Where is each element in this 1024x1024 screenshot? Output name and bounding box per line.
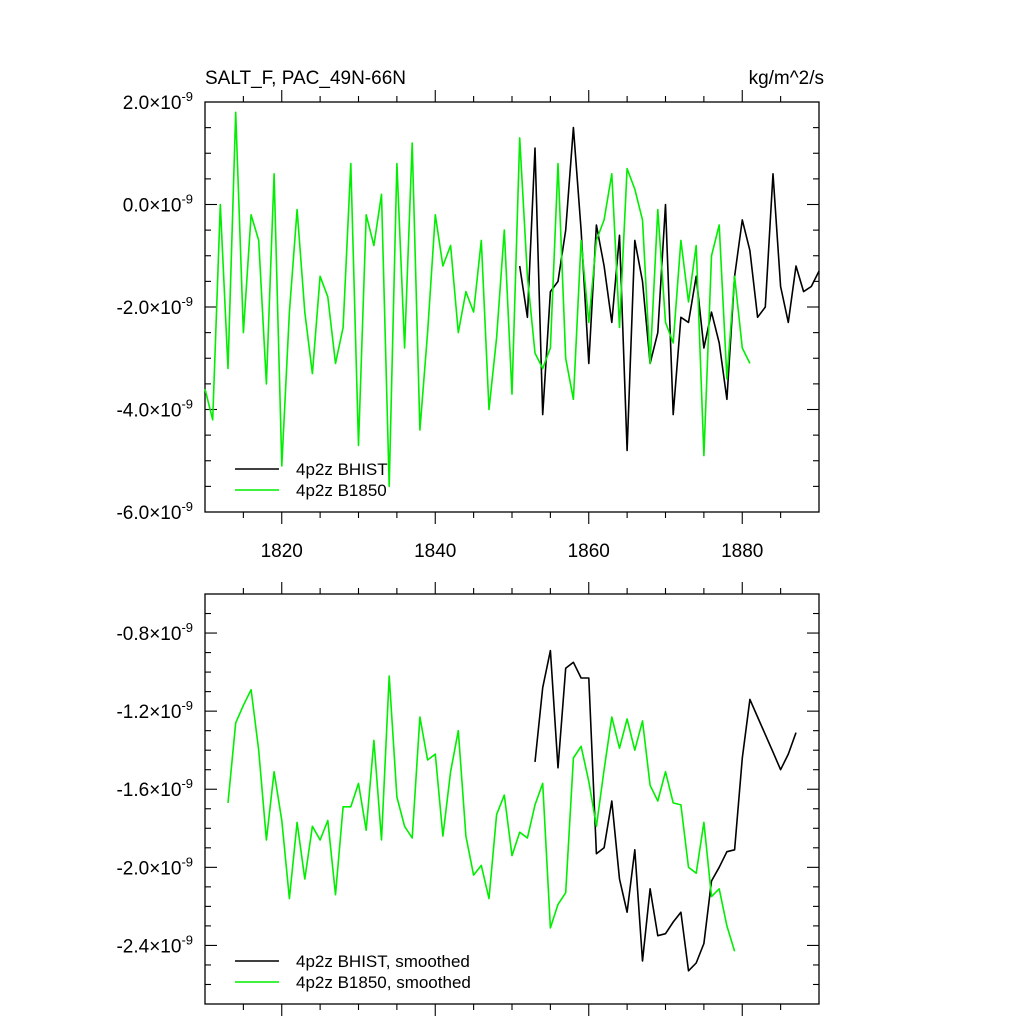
top-legend: 4p2z BHIST 4p2z B1850: [235, 460, 388, 500]
y-tick-label: -2.0×10-9: [116, 854, 193, 879]
chart-title: SALT_F, PAC_49N-66N: [205, 68, 406, 89]
y-tick-label: -0.8×10-9: [116, 620, 193, 645]
top-ticks: [205, 90, 819, 524]
bottom-panel: -0.8×10-9 -1.2×10-9 -1.6×10-9 -2.0×10-9 -2.4…: [116, 582, 820, 1016]
y-tick-label: 2.0×10-9: [123, 89, 193, 114]
series-line-b1850: [227, 675, 736, 952]
bottom-y-tick-labels: -0.8×10-9 -1.2×10-9 -1.6×10-9 -2.0×10-9 -2.4…: [116, 620, 193, 957]
y-tick-label: -6.0×10-9: [116, 499, 193, 524]
bottom-legend: 4p2z BHIST, smoothed 4p2z B1850, smoothe…: [235, 952, 471, 992]
legend-label-b1850-smoothed: 4p2z B1850, smoothed: [296, 973, 471, 992]
series-line-b1850: [204, 111, 751, 488]
x-tick-label: 1860: [568, 541, 610, 562]
plot-frame-bottom: [204, 593, 820, 1005]
top-y-tick-labels: 2.0×10-9 0.0×10-9 -2.0×10-9 -4.0×10-9 -6.0×1…: [116, 89, 193, 524]
y-tick-label: -2.4×10-9: [116, 932, 193, 957]
top-panel: SALT_F, PAC_49N-66N kg/m^2/s 2.0×10-9 0.0…: [116, 68, 824, 562]
legend-label-bhist: 4p2z BHIST: [296, 460, 388, 479]
y-tick-label: -4.0×10-9: [116, 397, 193, 422]
top-series-lines: [204, 111, 820, 488]
bottom-series-lines: [227, 649, 797, 972]
x-tick-label: 1840: [414, 541, 456, 562]
x-tick-label: 1880: [721, 541, 763, 562]
top-x-tick-labels: 1820 1840 1860 1880: [261, 541, 764, 562]
legend-label-b1850: 4p2z B1850: [296, 481, 387, 500]
y-tick-label: -1.6×10-9: [116, 776, 193, 801]
y-tick-label: -2.0×10-9: [116, 294, 193, 319]
plot-frame-top: [204, 101, 820, 513]
x-tick-label: 1820: [261, 541, 303, 562]
legend-label-bhist-smoothed: 4p2z BHIST, smoothed: [296, 952, 470, 971]
y-tick-label: 0.0×10-9: [123, 192, 193, 217]
series-line-bhist: [518, 126, 820, 452]
series-line-bhist: [534, 649, 797, 972]
bottom-ticks: [205, 582, 819, 1016]
chart-units: kg/m^2/s: [749, 68, 824, 89]
y-tick-label: -1.2×10-9: [116, 698, 193, 723]
